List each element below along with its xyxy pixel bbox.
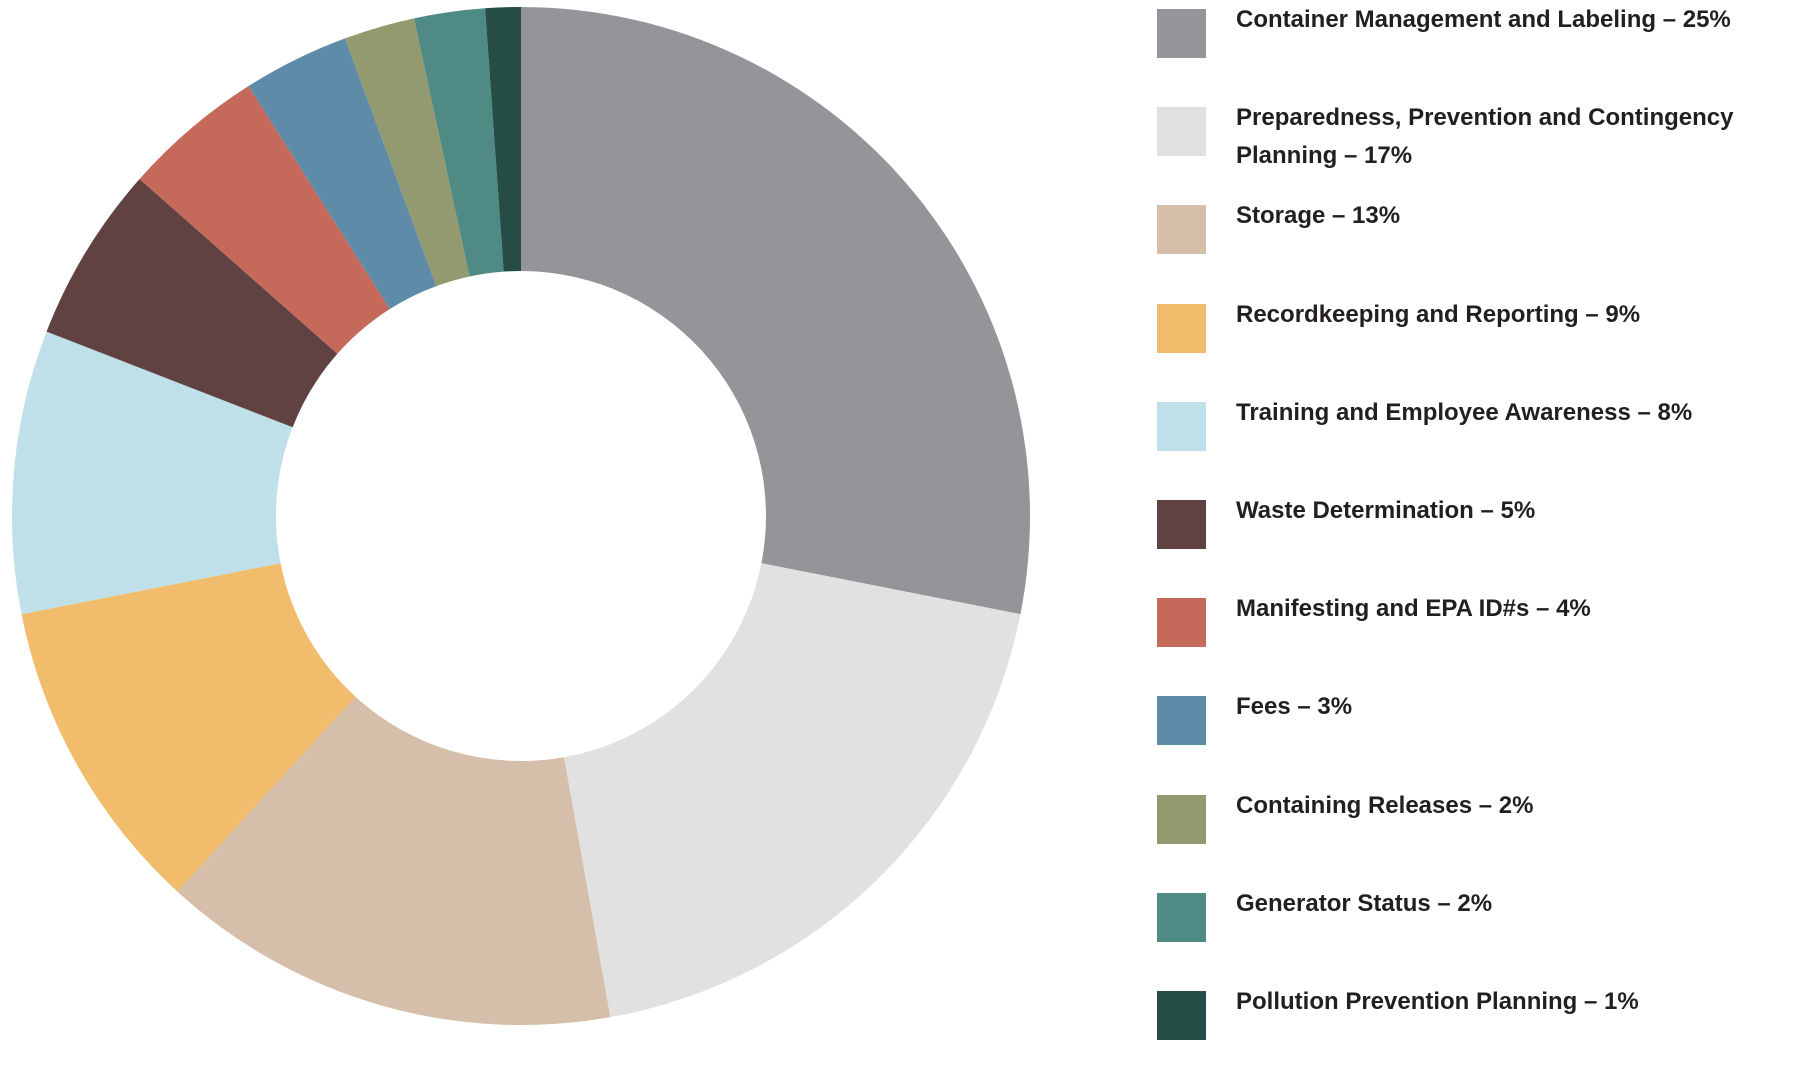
legend-swatch [1157, 500, 1206, 549]
legend-label: Fees – 3% [1236, 693, 1353, 721]
legend-swatch [1157, 598, 1206, 648]
donut-chart [12, 7, 1030, 1025]
legend-label: Recordkeeping and Reporting – 9% [1236, 300, 1641, 328]
legend-label: Generator Status – 2% [1236, 889, 1493, 917]
legend-swatch [1157, 696, 1206, 746]
slice [521, 7, 1030, 615]
legend-entry: Containing Releases – 2% [1157, 792, 1817, 893]
legend-swatch [1157, 107, 1206, 157]
slice [46, 178, 338, 428]
legend-swatch [1157, 401, 1206, 451]
legend-label: Manifesting and EPA ID#s – 4% [1236, 595, 1591, 623]
slice [12, 331, 293, 615]
legend-label: Preparedness, Prevention and Contingency… [1236, 104, 1734, 170]
legend-swatch [1157, 205, 1206, 255]
legend-entry: Generator Status – 2% [1157, 890, 1817, 991]
legend-entry: Container Management and Labeling – 25% [1157, 6, 1817, 107]
legend-swatch [1157, 9, 1206, 58]
page: {"chart_data": {"type": "pie", "categori… [12, 6, 1817, 1040]
slice [414, 8, 504, 277]
legend-swatch [1157, 794, 1206, 844]
legend-label: Training and Employee Awareness – 8% [1236, 398, 1693, 426]
slice [139, 86, 390, 354]
legend-entry: Pollution Prevention Planning – 1% [1157, 988, 1817, 1089]
legend-entry: Training and Employee Awareness – 8% [1157, 399, 1817, 500]
legend-label: Storage – 13% [1236, 202, 1401, 230]
legend-swatch [1157, 303, 1206, 353]
legend-entry: Manifesting and EPA ID#s – 4% [1157, 595, 1817, 696]
slice [21, 563, 356, 892]
slice [564, 563, 1021, 1018]
legend-entry: Recordkeeping and Reporting – 9% [1157, 301, 1817, 402]
legend-entry: Storage – 13% [1157, 202, 1817, 303]
legend-swatch [1157, 892, 1206, 942]
legend-label: Container Management and Labeling – 25% [1236, 6, 1731, 33]
slice [345, 18, 470, 287]
legend-entry: Fees – 3% [1157, 693, 1817, 794]
legend-label: Containing Releases – 2% [1236, 791, 1534, 819]
legend-label: Waste Determination – 5% [1236, 497, 1536, 524]
legend-entry: Preparedness, Prevention and Contingency… [1157, 104, 1817, 205]
slice [177, 696, 611, 1025]
slice [248, 38, 437, 310]
slice [485, 7, 521, 272]
legend-label: Pollution Prevention Planning – 1% [1236, 988, 1639, 1015]
legend-entry: Waste Determination – 5% [1157, 497, 1817, 598]
legend-swatch [1157, 991, 1206, 1040]
